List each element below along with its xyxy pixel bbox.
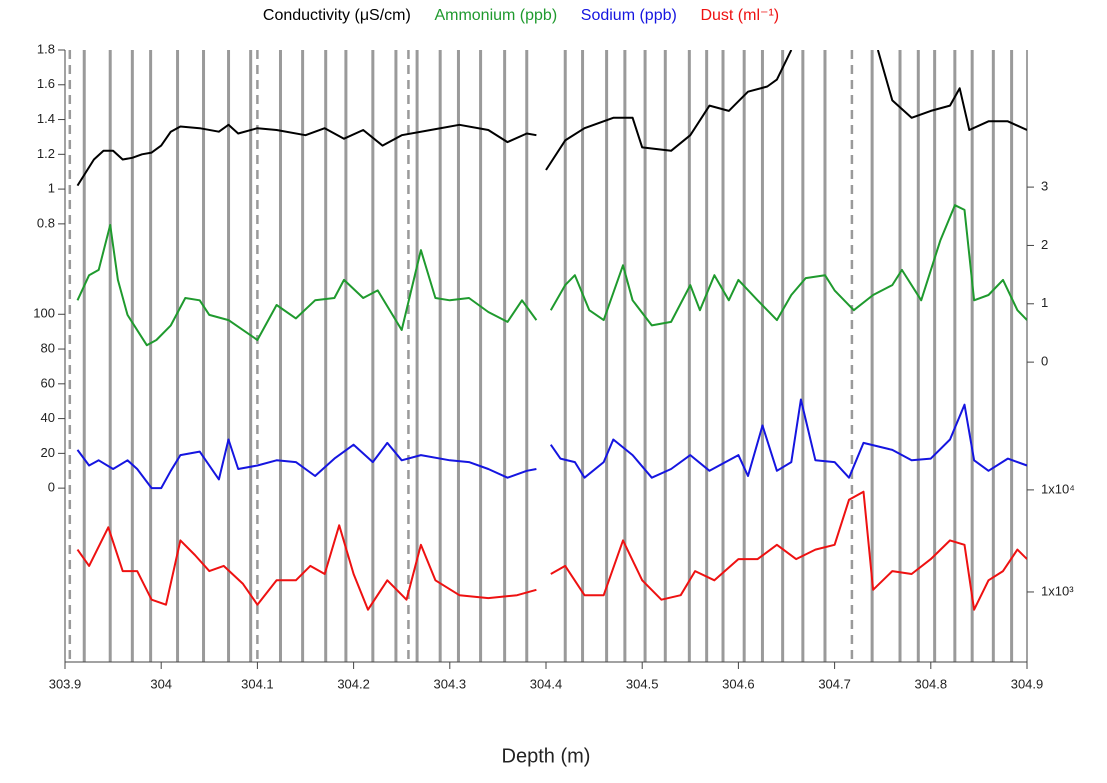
- x-tick-label: 304.5: [626, 676, 659, 691]
- y-tick-label: 60: [41, 375, 55, 390]
- legend: Conductivity (μS/cm) Ammonium (ppb) Sodi…: [263, 7, 779, 24]
- y-tick-label: 1.2: [37, 146, 55, 161]
- y-tick-label: 1.8: [37, 41, 55, 56]
- y-tick-label: 2: [1041, 237, 1048, 252]
- y-tick-label: 0.8: [37, 215, 55, 230]
- x-tick-label: 304.6: [722, 676, 755, 691]
- x-tick-label: 304.7: [818, 676, 851, 691]
- x-axis-label: Depth (m): [502, 745, 591, 767]
- y-tick-label: 1x10⁴: [1041, 481, 1075, 496]
- series-line: [76, 204, 1027, 347]
- y-tick-label: 1x10³: [1041, 583, 1074, 598]
- y-tick-label: 1: [1041, 295, 1048, 310]
- y-tick-label: 80: [41, 340, 55, 355]
- x-tick-label: 304.3: [434, 676, 467, 691]
- series-line: [76, 50, 1027, 187]
- y-tick-label: 3: [1041, 179, 1048, 194]
- x-tick-label: 304.4: [530, 676, 563, 691]
- x-tick-label: 304.9: [1011, 676, 1044, 691]
- y-tick-label: 1.4: [37, 111, 55, 126]
- x-tick-label: 303.9: [49, 676, 82, 691]
- legend-entry: Dust (ml⁻¹): [700, 7, 779, 24]
- series-line: [76, 490, 1027, 611]
- y-tick-label: 0: [48, 480, 55, 495]
- y-tick-label: 100: [33, 306, 55, 321]
- x-tick-label: 304.2: [337, 676, 370, 691]
- y-tick-label: 20: [41, 445, 55, 460]
- plot-area: [76, 50, 1027, 611]
- legend-entry: Conductivity (μS/cm): [263, 7, 411, 24]
- legend-entry: Sodium (ppb): [581, 7, 677, 24]
- y-tick-label: 1.6: [37, 76, 55, 91]
- x-tick-label: 304.8: [915, 676, 948, 691]
- series-line: [76, 398, 1027, 490]
- y-tick-label: 40: [41, 410, 55, 425]
- legend-entry: Ammonium (ppb): [434, 7, 557, 24]
- x-tick-label: 304: [150, 676, 172, 691]
- y-tick-label: 0: [1041, 354, 1048, 369]
- y-tick-label: 1: [48, 181, 55, 196]
- x-tick-label: 304.1: [241, 676, 274, 691]
